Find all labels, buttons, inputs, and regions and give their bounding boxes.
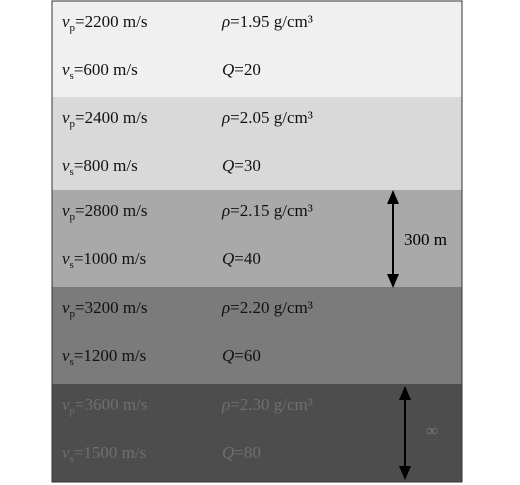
subscript: s: [70, 70, 74, 82]
layer: [52, 1, 462, 97]
vs-label: vs=800 m/s: [62, 156, 138, 178]
symbol: ρ: [221, 298, 230, 317]
vs-value: =800 m/s: [74, 156, 138, 175]
q-value: =20: [234, 60, 261, 79]
vs-value: =600 m/s: [74, 60, 138, 79]
symbol: v: [62, 395, 70, 414]
rho-label: ρ=2.20 g/cm³: [221, 298, 313, 317]
symbol: Q: [222, 346, 234, 365]
vp-label: vp=2200 m/s: [62, 12, 147, 34]
subscript: s: [70, 356, 74, 368]
layer: [52, 384, 462, 482]
rho-value: =2.30 g/cm³: [230, 395, 313, 414]
symbol: ρ: [221, 201, 230, 220]
symbol: v: [62, 156, 70, 175]
symbol: v: [62, 249, 70, 268]
symbol: Q: [222, 249, 234, 268]
rho-value: =2.05 g/cm³: [230, 108, 313, 127]
vp-label: vp=2400 m/s: [62, 108, 147, 130]
symbol: Q: [222, 60, 234, 79]
symbol: Q: [222, 156, 234, 175]
subscript: p: [70, 211, 76, 223]
infinite-label: ∞: [426, 421, 438, 440]
rho-label: ρ=2.30 g/cm³: [221, 395, 313, 414]
vp-label: vp=2800 m/s: [62, 201, 147, 223]
vs-label: vs=1500 m/s: [62, 443, 146, 465]
symbol: v: [62, 298, 70, 317]
rho-value: =2.20 g/cm³: [230, 298, 313, 317]
q-value: =60: [234, 346, 261, 365]
vs-label: vs=1000 m/s: [62, 249, 146, 271]
thickness-label: 300 m: [404, 230, 447, 249]
q-value: =80: [234, 443, 261, 462]
q-label: Q=80: [222, 443, 261, 462]
subscript: s: [70, 453, 74, 465]
symbol: v: [62, 60, 70, 79]
vs-value: =1000 m/s: [74, 249, 146, 268]
subscript: p: [70, 405, 76, 417]
q-label: Q=40: [222, 249, 261, 268]
symbol: v: [62, 12, 70, 31]
q-label: Q=60: [222, 346, 261, 365]
symbol: ρ: [221, 395, 230, 414]
subscript: p: [70, 22, 76, 34]
symbol: v: [62, 201, 70, 220]
q-value: =30: [234, 156, 261, 175]
vs-value: =1200 m/s: [74, 346, 146, 365]
symbol: Q: [222, 443, 234, 462]
vs-value: =1500 m/s: [74, 443, 146, 462]
layer: [52, 287, 462, 384]
q-value: =40: [234, 249, 261, 268]
vp-value: =2200 m/s: [75, 12, 147, 31]
rho-label: ρ=2.05 g/cm³: [221, 108, 313, 127]
model-border: [51, 0, 463, 483]
symbol: ρ: [221, 108, 230, 127]
vp-value: =2800 m/s: [75, 201, 147, 220]
vp-label: vp=3200 m/s: [62, 298, 147, 320]
rho-value: =2.15 g/cm³: [230, 201, 313, 220]
layer: [52, 97, 462, 190]
rho-value: =1.95 g/cm³: [230, 12, 313, 31]
subscript: p: [70, 118, 76, 130]
subscript: s: [70, 166, 74, 178]
subscript: s: [70, 259, 74, 271]
symbol: ρ: [221, 12, 230, 31]
rho-label: ρ=2.15 g/cm³: [221, 201, 313, 220]
vp-value: =3200 m/s: [75, 298, 147, 317]
subscript: p: [70, 308, 76, 320]
rho-label: ρ=1.95 g/cm³: [221, 12, 313, 31]
symbol: v: [62, 346, 70, 365]
vp-value: =3600 m/s: [75, 395, 147, 414]
vp-value: =2400 m/s: [75, 108, 147, 127]
q-label: Q=20: [222, 60, 261, 79]
q-label: Q=30: [222, 156, 261, 175]
symbol: v: [62, 443, 70, 462]
symbol: v: [62, 108, 70, 127]
vs-label: vs=1200 m/s: [62, 346, 146, 368]
vp-label: vp=3600 m/s: [62, 395, 147, 417]
vs-label: vs=600 m/s: [62, 60, 138, 82]
